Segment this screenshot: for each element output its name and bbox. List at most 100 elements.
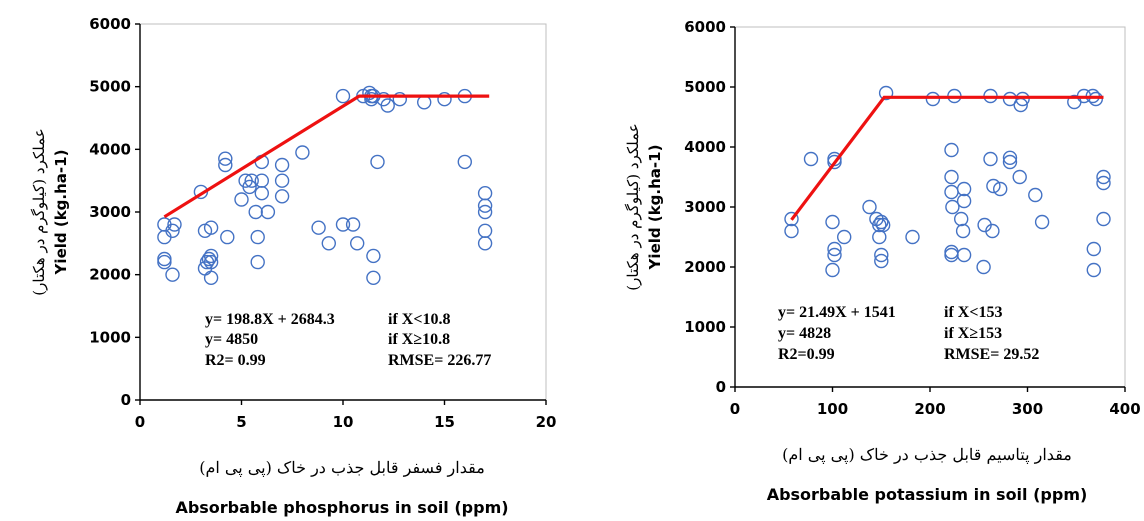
y-tick-label: 3000	[89, 203, 131, 221]
data-point	[1028, 187, 1043, 203]
data-point	[250, 254, 265, 270]
data-point	[956, 247, 972, 263]
fit-line	[790, 95, 1104, 221]
data-point	[165, 223, 180, 239]
equation-line-1: y= 21.49X + 1541	[778, 304, 896, 321]
data-point	[477, 236, 493, 251]
data-point	[345, 217, 361, 232]
condition-line-2: if X≥153	[944, 325, 1002, 342]
x-tick-label: 20	[536, 413, 557, 431]
data-point	[944, 247, 959, 263]
rmse-value: RMSE= 226.77	[388, 352, 491, 369]
data-point	[1002, 154, 1018, 170]
data-point	[477, 185, 493, 201]
y-tick-label: 0	[716, 378, 726, 396]
data-point	[825, 262, 840, 278]
data-point	[203, 220, 219, 235]
x-tick-label: 300	[1012, 400, 1043, 418]
data-point	[157, 254, 172, 270]
data-point	[437, 91, 452, 107]
y-tick-label: 2000	[684, 258, 726, 276]
data-point	[1012, 169, 1027, 185]
data-point	[260, 204, 276, 220]
data-point	[983, 151, 998, 167]
data-point	[955, 223, 971, 239]
data-point	[321, 236, 336, 251]
data-point	[976, 259, 991, 275]
data-point	[827, 154, 842, 170]
x-axis-label-fa: مقدار پتاسیم قابل جذب در خاک (پی پی ام)	[782, 445, 1072, 464]
data-point	[234, 192, 249, 207]
x-tick-label: 400	[1109, 400, 1140, 418]
y-tick-label: 6000	[684, 18, 726, 36]
y-tick-label: 0	[121, 391, 131, 409]
y-tick-label: 2000	[89, 266, 131, 284]
equation-line-2: y= 4850	[205, 331, 258, 348]
data-point	[944, 142, 959, 158]
data-point	[203, 254, 219, 270]
data-point	[362, 85, 377, 101]
data-point	[254, 173, 269, 188]
data-point	[392, 91, 407, 107]
data-point	[248, 204, 263, 220]
data-point	[874, 214, 889, 230]
scatter-points	[784, 85, 1111, 278]
data-point	[218, 151, 233, 166]
data-point	[477, 198, 493, 213]
x-axis-label: Absorbable potassium in soil (ppm)	[767, 485, 1088, 504]
data-point	[985, 223, 1000, 239]
data-point	[1002, 150, 1018, 166]
data-point	[295, 145, 310, 160]
y-tick-label: 6000	[89, 15, 131, 33]
data-point	[274, 157, 290, 173]
data-point	[157, 229, 172, 245]
data-point	[827, 241, 842, 257]
y-tick-label: 1000	[684, 318, 726, 336]
data-point	[862, 199, 877, 215]
equation-line-2: y= 4828	[778, 325, 831, 342]
data-point	[945, 199, 960, 215]
x-tick-label: 100	[817, 400, 848, 418]
data-point	[380, 98, 395, 113]
data-point	[218, 157, 233, 173]
data-point	[993, 181, 1008, 197]
data-point	[203, 270, 219, 285]
data-point	[157, 251, 172, 267]
data-point	[956, 181, 972, 197]
y-tick-labels: 0 1000 2000 3000 4000 5000 6000	[89, 15, 140, 409]
data-point	[878, 85, 894, 101]
x-axis-label: Absorbable phosphorus in soil (ppm)	[175, 498, 508, 517]
data-point	[825, 214, 840, 230]
data-point	[784, 211, 799, 227]
x-tick-label: 200	[914, 400, 945, 418]
phosphorus-chart: 0 1000 2000 3000 4000 5000 6000 0 5 10 15 20 Yield…	[30, 15, 556, 517]
data-point	[905, 229, 920, 245]
data-point	[350, 236, 365, 251]
data-point	[364, 91, 379, 107]
data-point	[925, 91, 941, 107]
data-point	[244, 173, 259, 188]
data-point	[944, 169, 959, 185]
y-tick-label: 5000	[89, 78, 131, 96]
data-point	[477, 223, 493, 239]
data-point	[477, 204, 493, 220]
data-point	[417, 95, 432, 110]
data-point	[986, 178, 1001, 194]
x-tick-labels: 0 100 200 300 400	[730, 387, 1141, 418]
data-point	[370, 154, 385, 170]
data-point	[366, 270, 381, 285]
condition-line-1: if X<153	[944, 304, 1002, 321]
y-tick-label: 3000	[684, 198, 726, 216]
data-point	[274, 173, 290, 188]
y-tick-labels: 0 1000 2000 3000 4000 5000 6000	[684, 18, 735, 396]
y-axis-label-fa: عملکرد (کیلوگرم در هکتار)	[624, 123, 642, 290]
data-point	[242, 179, 257, 195]
data-point	[250, 229, 265, 245]
data-point	[954, 211, 969, 227]
y-tick-label: 4000	[89, 140, 131, 158]
y-axis-label: Yield (kg.ha-1)	[52, 150, 70, 276]
fit-line	[163, 94, 490, 219]
y-tick-label: 4000	[684, 138, 726, 156]
data-point	[1086, 241, 1102, 257]
